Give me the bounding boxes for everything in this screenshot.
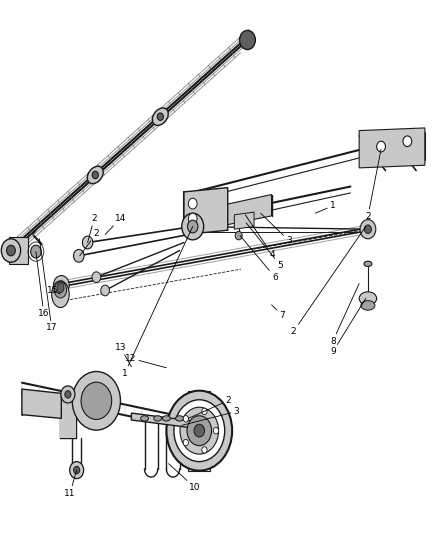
Text: 17: 17	[39, 239, 57, 332]
Circle shape	[377, 141, 385, 152]
Circle shape	[166, 391, 232, 471]
Polygon shape	[9, 237, 28, 264]
Text: 13: 13	[115, 343, 131, 367]
Circle shape	[213, 427, 219, 434]
Circle shape	[235, 231, 242, 240]
Polygon shape	[131, 413, 201, 429]
Circle shape	[92, 272, 101, 282]
Circle shape	[202, 447, 207, 453]
Text: 2: 2	[291, 227, 366, 336]
Text: 2: 2	[365, 149, 381, 221]
Text: 12: 12	[125, 354, 166, 368]
Text: 10: 10	[169, 464, 201, 492]
Text: 2: 2	[188, 397, 230, 418]
Circle shape	[61, 386, 75, 403]
Text: 1: 1	[122, 227, 193, 377]
Circle shape	[74, 249, 84, 262]
Ellipse shape	[87, 166, 103, 184]
Ellipse shape	[54, 282, 67, 298]
Circle shape	[180, 407, 219, 454]
Ellipse shape	[154, 416, 162, 421]
Circle shape	[92, 171, 98, 179]
Circle shape	[65, 391, 71, 398]
Circle shape	[70, 462, 84, 479]
Ellipse shape	[162, 416, 170, 421]
Text: 14: 14	[105, 214, 126, 235]
Circle shape	[72, 372, 120, 430]
Circle shape	[53, 276, 69, 295]
Circle shape	[182, 213, 204, 240]
Circle shape	[183, 439, 188, 446]
Ellipse shape	[152, 108, 168, 125]
Ellipse shape	[359, 292, 377, 305]
Circle shape	[183, 416, 188, 422]
Circle shape	[240, 30, 255, 50]
Text: 9: 9	[330, 298, 366, 356]
Circle shape	[31, 245, 41, 258]
Circle shape	[360, 220, 376, 239]
Ellipse shape	[57, 283, 64, 293]
Text: 11: 11	[64, 470, 77, 497]
Text: 6: 6	[240, 236, 278, 281]
Circle shape	[188, 198, 197, 209]
Ellipse shape	[176, 416, 184, 421]
Circle shape	[101, 285, 110, 296]
Circle shape	[82, 236, 93, 249]
Circle shape	[403, 136, 412, 147]
Circle shape	[187, 220, 198, 233]
Polygon shape	[22, 389, 61, 418]
Circle shape	[81, 382, 112, 419]
Circle shape	[364, 225, 371, 233]
Circle shape	[188, 213, 197, 224]
Text: 7: 7	[272, 305, 286, 320]
Text: 2: 2	[80, 229, 99, 256]
Ellipse shape	[141, 416, 148, 421]
Polygon shape	[60, 401, 76, 438]
Circle shape	[74, 466, 80, 474]
Text: 4: 4	[245, 215, 275, 259]
Circle shape	[7, 245, 15, 256]
Circle shape	[174, 400, 225, 462]
Circle shape	[58, 281, 65, 289]
Text: 2: 2	[88, 214, 97, 243]
Ellipse shape	[52, 281, 69, 308]
Text: 16: 16	[36, 252, 49, 318]
Circle shape	[187, 416, 212, 446]
Polygon shape	[210, 195, 272, 228]
Ellipse shape	[361, 301, 375, 310]
Text: 3: 3	[261, 213, 292, 245]
Ellipse shape	[364, 261, 372, 266]
Polygon shape	[234, 212, 254, 229]
Circle shape	[194, 424, 205, 437]
Circle shape	[202, 408, 207, 415]
Polygon shape	[184, 188, 228, 235]
Circle shape	[157, 113, 163, 120]
Text: 15: 15	[47, 286, 60, 295]
Polygon shape	[359, 128, 425, 168]
Text: 3: 3	[182, 407, 240, 425]
Text: 8: 8	[330, 284, 359, 345]
Circle shape	[1, 239, 21, 262]
Text: 5: 5	[246, 223, 283, 270]
Text: 1: 1	[315, 201, 336, 213]
